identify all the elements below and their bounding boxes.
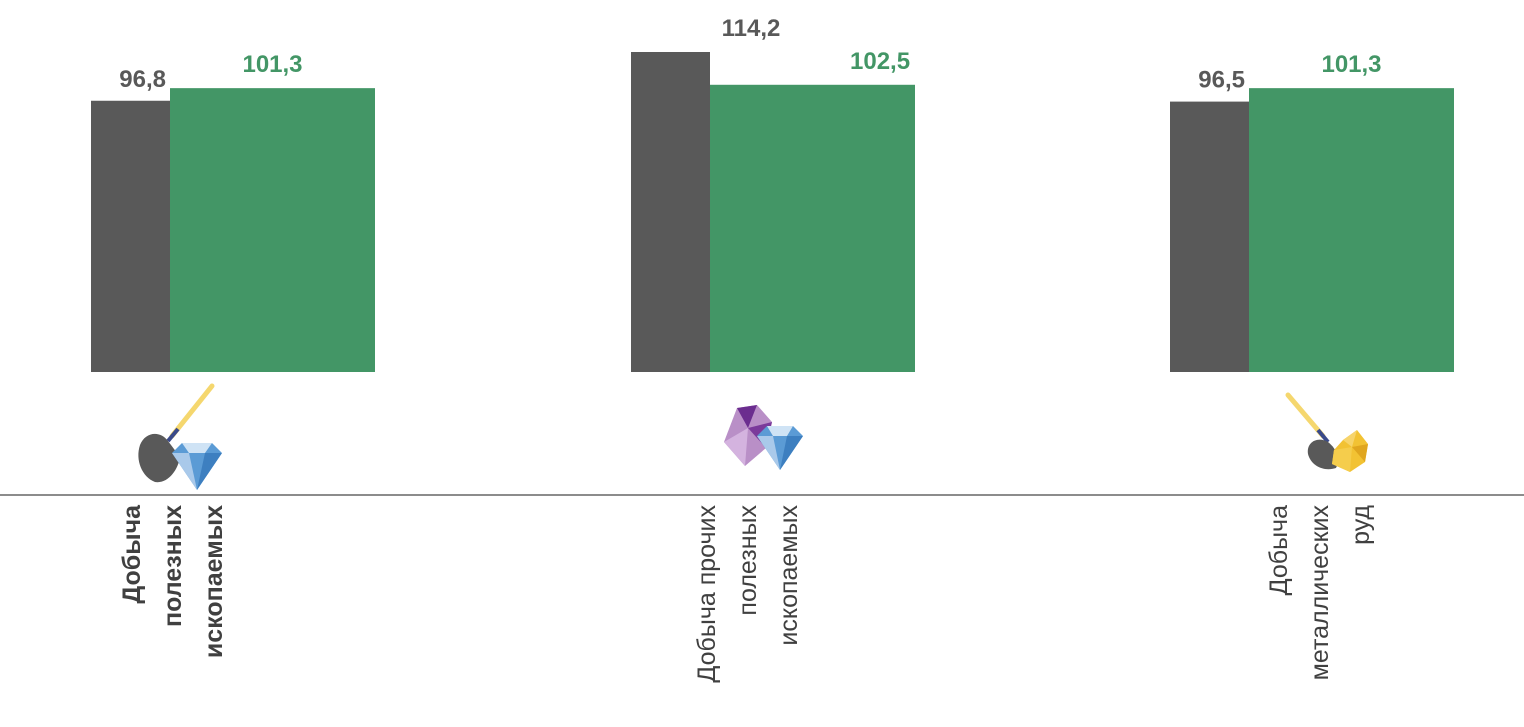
- bar-series1-cat1: [91, 100, 170, 373]
- category-label-3-line-3: руд: [1347, 505, 1375, 545]
- data-label-series1-cat3: 96,5: [1198, 67, 1245, 94]
- category-label-3-line-2: металлических: [1306, 505, 1334, 681]
- data-label-series1-cat2: 114,2: [722, 15, 781, 42]
- data-label-series2-cat3: 101,3: [1321, 51, 1381, 78]
- category-label-1-line-3: ископаемых: [200, 505, 228, 658]
- category-label-1: Добыча полезных ископаемых: [118, 504, 228, 658]
- shovel-gem-icon: [138, 383, 222, 490]
- category-label-3-line-1: Добыча: [1265, 505, 1293, 595]
- category-label-2: Добыча прочих полезных ископаемых: [693, 505, 803, 683]
- bar-series1-cat3: [1170, 101, 1249, 372]
- category-label-2-line-2: полезных: [734, 505, 762, 616]
- bar-series2-cat2: [710, 84, 915, 372]
- category-label-1-line-1: Добыча: [118, 504, 146, 604]
- bars-layer: [91, 52, 1454, 373]
- bar-series1-cat2: [631, 52, 710, 372]
- bar-series2-cat1: [170, 88, 375, 373]
- category-label-3: Добыча металлических руд: [1265, 505, 1375, 681]
- shovel-gold-ore-icon: [1285, 392, 1368, 472]
- category-label-2-line-1: Добыча прочих: [693, 505, 721, 683]
- data-label-series2-cat2: 102,5: [850, 48, 910, 75]
- minerals-gem-icon: [724, 405, 803, 470]
- data-label-series2-cat1: 101,3: [242, 51, 302, 78]
- bar-series2-cat3: [1249, 88, 1454, 373]
- category-label-2-line-3: ископаемых: [775, 505, 803, 646]
- category-label-1-line-2: полезных: [159, 505, 187, 627]
- value-labels-layer: 96,8 114,2 96,5 101,3 102,5 101,3: [119, 15, 1381, 94]
- data-label-series1-cat1: 96,8: [119, 66, 166, 93]
- category-labels-layer: Добыча полезных ископаемых Добыча прочих пол…: [118, 504, 1375, 683]
